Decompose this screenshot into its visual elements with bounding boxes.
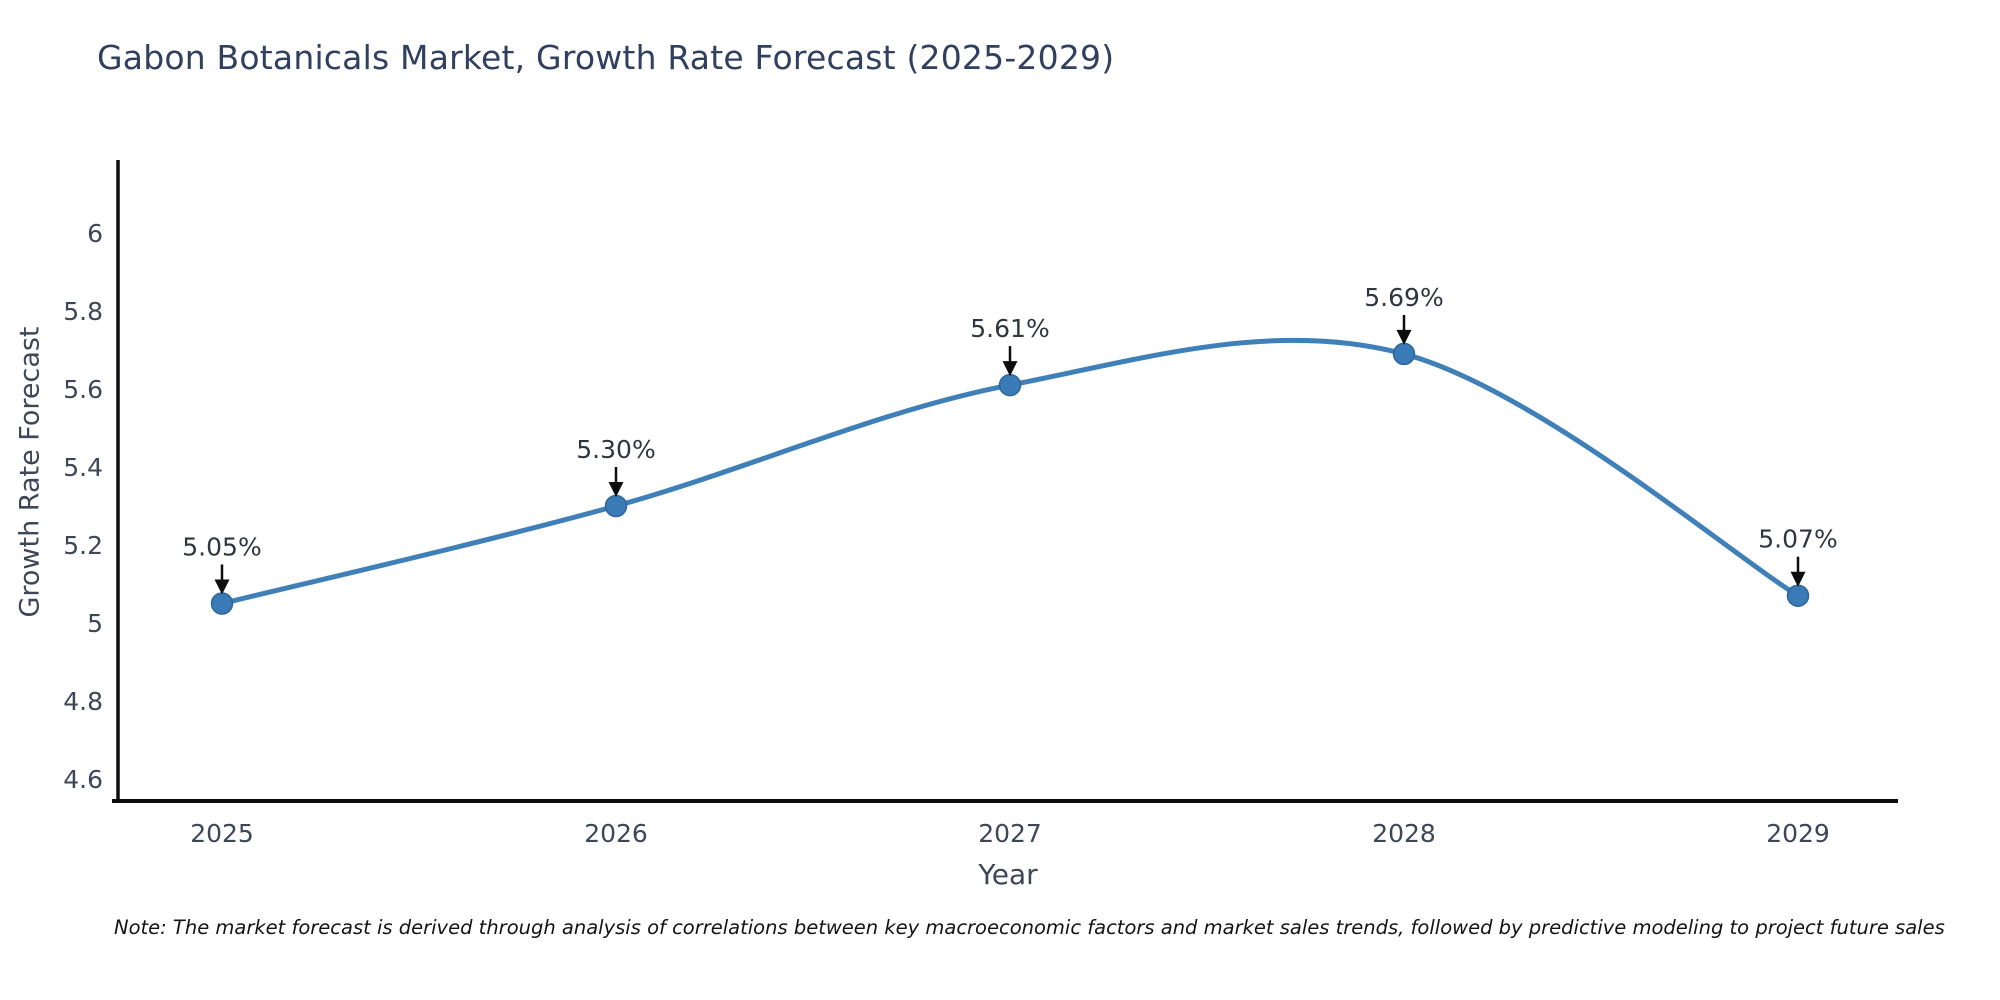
data-point-marker [1786,584,1810,607]
y-tick-label: 6 [87,219,103,248]
annotation-arrowhead [1396,329,1412,345]
x-tick-label: 2026 [584,819,648,848]
point-annotation: 5.69% [1364,283,1443,312]
y-tick-label: 5.4 [63,453,103,482]
x-tick-label: 2027 [978,819,1042,848]
data-point-marker [998,373,1022,397]
x-tick-label: 2028 [1372,819,1436,848]
data-point-marker [210,592,234,615]
point-annotation: 5.30% [576,435,655,464]
y-tick-label: 5 [87,609,103,638]
annotation-arrowhead [1790,571,1806,587]
point-annotation: 5.61% [970,314,1049,343]
point-annotation: 5.05% [182,533,261,562]
y-tick-label: 5.2 [63,531,103,560]
x-tick-label: 2029 [1766,819,1830,848]
y-tick-label: 4.8 [63,687,103,716]
data-point-marker [604,494,628,518]
footnote: Note: The market forecast is derived thr… [114,916,1945,939]
point-annotation: 5.07% [1758,525,1837,554]
data-point-marker [1392,342,1416,366]
y-axis-title: Growth Rate Forecast [14,326,46,618]
chart-title: Gabon Botanicals Market, Growth Rate For… [97,38,1115,77]
annotation-arrowhead [214,579,230,595]
x-axis-title: Year [978,858,1038,891]
x-tick-label: 2025 [190,819,254,848]
annotation-arrowhead [1002,361,1018,377]
annotation-arrowhead [608,482,624,497]
y-tick-label: 4.6 [63,765,103,794]
y-tick-label: 5.8 [63,297,103,326]
y-tick-label: 5.6 [63,375,103,404]
